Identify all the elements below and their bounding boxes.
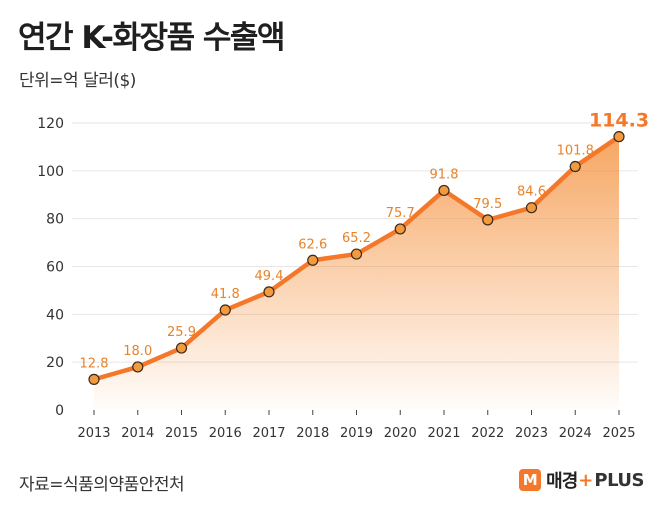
x-tick-label: 2013 — [77, 426, 110, 441]
data-point — [263, 286, 275, 298]
area-fill — [94, 136, 619, 410]
x-tick-label: 2014 — [121, 426, 154, 441]
x-tick-label: 2016 — [209, 426, 242, 441]
x-tick-label: 2018 — [296, 426, 329, 441]
data-label: 49.4 — [255, 269, 284, 284]
points — [88, 131, 625, 385]
brand-icon: M — [519, 469, 542, 491]
data-point — [307, 254, 319, 266]
data-point — [613, 131, 625, 143]
data-point — [525, 202, 538, 214]
y-tick-label: 80 — [46, 212, 64, 228]
x-tick-label: 2015 — [165, 426, 198, 441]
y-axis: 0 20 40 60 80 100 120 — [37, 116, 64, 419]
brand-name: 매경 — [546, 471, 578, 492]
source-note: 자료=식품의약품안전처 — [19, 475, 185, 495]
data-label: 41.8 — [211, 287, 240, 302]
brand-logo: M 매경 + PLUS — [519, 467, 644, 493]
y-tick-label: 40 — [46, 307, 64, 323]
x-axis: 2013 2014 2015 2016 2017 2018 2019 2020 2021 2022… — [77, 410, 636, 441]
x-tick-label: 2017 — [252, 426, 285, 441]
data-point — [438, 184, 450, 197]
data-point — [175, 342, 188, 354]
x-tick-label: 2020 — [384, 426, 417, 441]
data-point — [88, 373, 100, 385]
data-point — [482, 214, 494, 226]
data-labels: 12.8 18.0 25.9 41.8 49.4 62.6 65.2 75.7 91.8 79.5… — [80, 110, 650, 372]
x-tick-label: 2023 — [515, 426, 548, 441]
x-tick-label: 2021 — [427, 426, 460, 441]
y-tick-label: 0 — [55, 403, 64, 419]
y-tick-label: 100 — [37, 164, 64, 180]
x-tick-label: 2025 — [602, 426, 635, 441]
data-label: 91.8 — [430, 167, 459, 182]
data-label-highlight: 114.3 — [589, 110, 649, 132]
data-label: 18.0 — [123, 344, 152, 359]
data-point — [219, 304, 231, 316]
data-label: 62.6 — [298, 237, 327, 252]
chart-title: 연간 K-화장품 수출액 — [18, 20, 285, 56]
brand-plus-sign: + — [578, 469, 594, 491]
x-tick-label: 2019 — [340, 426, 373, 441]
data-label: 75.7 — [386, 206, 415, 221]
x-tick-label: 2024 — [559, 426, 592, 441]
x-tick-label: 2022 — [471, 426, 504, 441]
data-point — [132, 361, 144, 373]
y-tick-label: 120 — [37, 116, 64, 132]
data-label: 25.9 — [167, 325, 196, 340]
data-label: 65.2 — [342, 231, 371, 246]
brand-plus: PLUS — [594, 469, 644, 491]
y-tick-label: 20 — [46, 355, 64, 371]
area — [94, 136, 619, 410]
data-point — [394, 223, 406, 235]
data-label: 12.8 — [80, 356, 109, 371]
y-tick-label: 60 — [46, 260, 64, 276]
data-point — [569, 160, 581, 173]
unit-label: 단위=억 달러($) — [19, 71, 136, 91]
data-label: 101.8 — [557, 144, 594, 159]
data-point — [350, 248, 363, 260]
data-label: 84.6 — [517, 185, 546, 200]
data-label: 79.5 — [473, 197, 502, 212]
